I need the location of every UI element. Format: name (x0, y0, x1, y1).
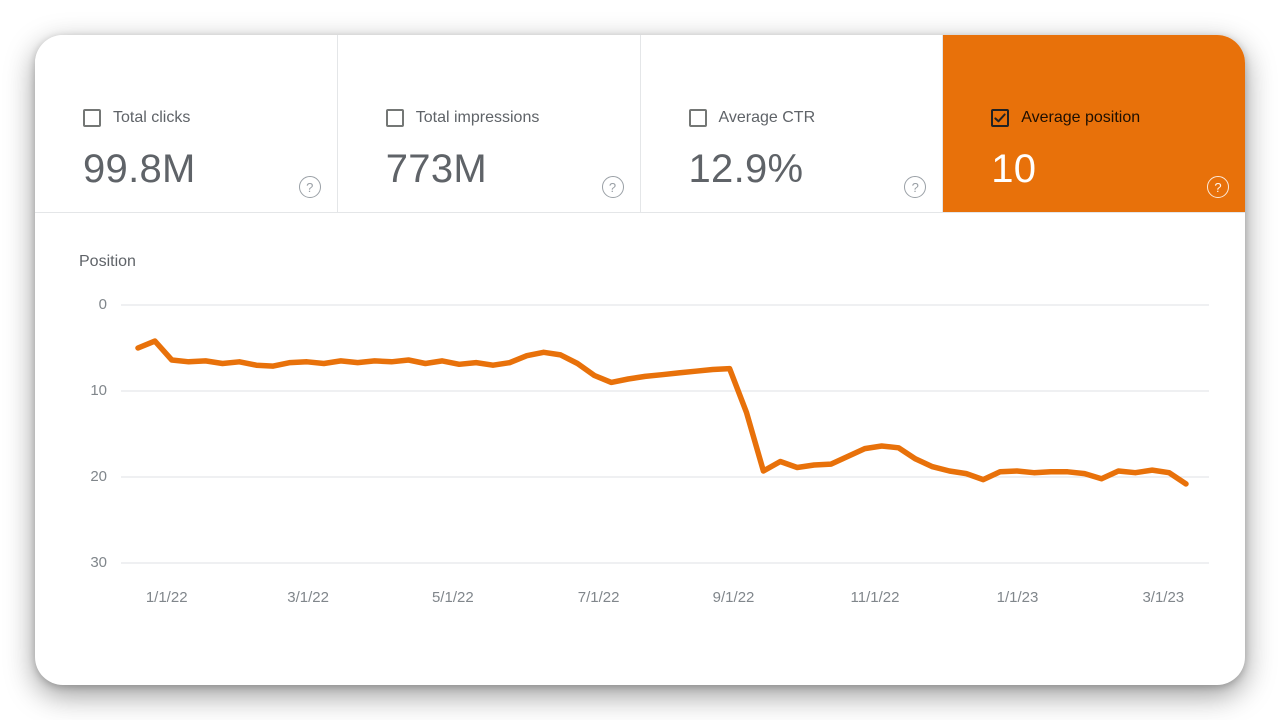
metric-value: 99.8M (83, 147, 196, 191)
y-axis-tick-label: 20 (90, 468, 107, 485)
unchecked-checkbox-icon[interactable] (688, 109, 707, 127)
position-line-chart[interactable]: 0 10 20 30 1/1/22 3/1/22 5/1/22 7/1/22 9/1/22 11/… (90, 296, 1209, 606)
y-axis-tick-label: 10 (90, 382, 107, 399)
help-icon[interactable]: ? (298, 176, 321, 198)
x-axis-tick-label: 5/1/22 (431, 589, 474, 606)
y-axis-tick-label: 0 (98, 296, 107, 313)
metric-value: 773M (385, 147, 488, 191)
metrics-row: Total clicks 99.8M ? Total impressions 7… (35, 35, 1245, 213)
x-axis-tick-label: 11/1/22 (850, 589, 900, 606)
checked-checkbox-icon[interactable] (991, 109, 1010, 127)
y-axis-tick-label: 30 (90, 554, 107, 571)
performance-panel: Total clicks 99.8M ? Total impressions 7… (35, 35, 1245, 685)
metric-card-average-position[interactable]: Average position 10 ? (943, 35, 1245, 212)
chart-area: Position 0 10 20 30 1/1/22 3/1/22 5/1/22 7/1/22… (35, 213, 1245, 606)
help-icon[interactable]: ? (904, 176, 927, 198)
x-axis-tick-label: 3/1/23 (1142, 589, 1185, 606)
x-axis-tick-label: 3/1/22 (287, 589, 329, 606)
line-chart-svg (121, 304, 1209, 564)
metric-label: Total clicks (113, 109, 191, 126)
x-axis-tick-label: 1/1/22 (145, 589, 188, 606)
help-icon[interactable]: ? (1207, 176, 1229, 198)
metric-label: Total impressions (415, 109, 540, 126)
metric-card-header: Average CTR (688, 109, 943, 127)
metric-card-total-impressions[interactable]: Total impressions 773M ? (337, 35, 641, 212)
help-icon[interactable]: ? (601, 176, 624, 198)
x-axis-tick-label: 7/1/22 (577, 589, 620, 606)
x-axis-tick-label: 1/1/23 (996, 589, 1039, 606)
metric-card-total-clicks[interactable]: Total clicks 99.8M ? (35, 35, 338, 212)
metric-card-header: Average position (991, 109, 1245, 127)
metric-value: 12.9% (688, 147, 804, 191)
unchecked-checkbox-icon[interactable] (385, 109, 404, 127)
metric-label: Average CTR (718, 109, 816, 126)
metric-card-header: Total impressions (385, 109, 640, 127)
metric-value: 10 (991, 147, 1037, 191)
average-position-series-line (135, 338, 1189, 487)
chart-axis-title: Position (79, 253, 136, 270)
metric-card-header: Total clicks (83, 109, 337, 127)
unchecked-checkbox-icon[interactable] (83, 109, 101, 127)
metric-label: Average position (1021, 109, 1141, 126)
x-axis-tick-label: 9/1/22 (712, 589, 755, 606)
metric-card-average-ctr[interactable]: Average CTR 12.9% ? (640, 35, 944, 212)
